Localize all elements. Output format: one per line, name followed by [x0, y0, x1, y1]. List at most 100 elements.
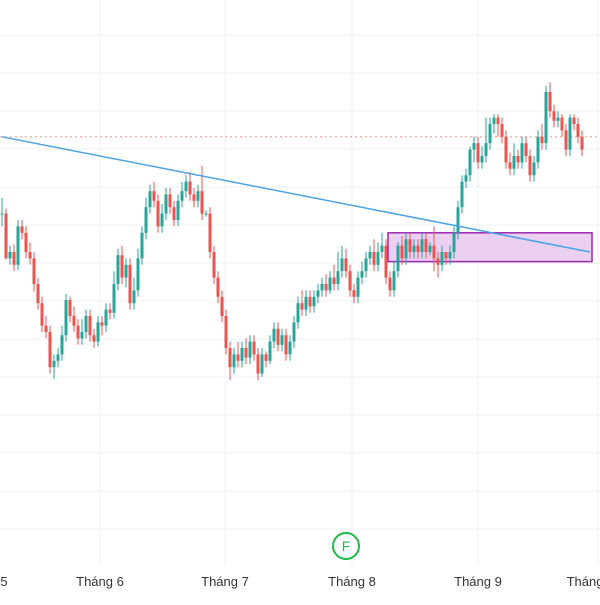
candle: [124, 258, 128, 288]
candle-body: [36, 284, 40, 304]
candle: [352, 284, 356, 304]
candle: [576, 117, 580, 144]
candle: [520, 136, 524, 169]
candle-body: [532, 162, 536, 176]
candle-body: [460, 181, 464, 208]
candle-body: [356, 277, 360, 297]
candle-body: [464, 175, 468, 182]
candle-body: [24, 232, 28, 252]
candle: [244, 338, 248, 364]
candle-body: [168, 194, 172, 208]
candle: [376, 242, 380, 272]
candle-body: [524, 143, 528, 156]
candle-body: [504, 136, 508, 163]
candle: [560, 114, 564, 137]
candle-body: [96, 322, 100, 342]
candle: [568, 114, 572, 156]
candle-body: [208, 213, 212, 252]
candle: [472, 136, 476, 163]
candle: [332, 264, 336, 291]
candle-body: [420, 239, 424, 252]
candle: [436, 252, 440, 278]
candle: [356, 271, 360, 304]
candle: [112, 271, 116, 319]
candle-body: [568, 117, 572, 150]
candle-body: [80, 332, 84, 339]
candle-body: [76, 325, 80, 339]
candle-body: [184, 181, 188, 192]
candle-body: [472, 143, 476, 150]
candle: [284, 328, 288, 361]
candle-body: [128, 264, 132, 304]
candle-body: [496, 117, 500, 124]
candle: [432, 226, 436, 272]
candle: [60, 325, 64, 361]
candle-body: [488, 124, 492, 144]
candle-body: [224, 316, 228, 348]
candle: [476, 136, 480, 169]
candle-body: [380, 245, 384, 252]
candle: [456, 200, 460, 240]
candle-body: [288, 341, 292, 355]
candle-body: [580, 136, 584, 150]
candle-body: [408, 239, 412, 252]
candle-body: [540, 136, 544, 144]
candle-body: [60, 335, 64, 355]
candle-body: [0, 213, 4, 215]
candle: [200, 165, 204, 220]
candle-body: [456, 207, 460, 233]
candle-body: [136, 258, 140, 291]
candle: [540, 124, 544, 150]
marker-label: F: [342, 538, 351, 554]
candle-body: [32, 258, 36, 284]
candle-body: [404, 239, 408, 259]
candle-body: [88, 316, 92, 336]
trendline-line: [1, 136, 591, 253]
candle: [208, 207, 212, 259]
candle-body: [84, 316, 88, 332]
candle: [196, 184, 200, 208]
candle-body: [92, 335, 96, 342]
candle: [556, 111, 560, 128]
candle-body: [436, 258, 440, 265]
candle: [492, 114, 496, 134]
candle: [240, 341, 244, 368]
candle: [220, 290, 224, 323]
candle: [160, 204, 164, 233]
grid: [0, 0, 600, 565]
candle: [252, 335, 256, 361]
candle-body: [152, 191, 156, 201]
candle: [96, 316, 100, 347]
candle: [204, 210, 208, 217]
marker-circle[interactable]: [332, 532, 360, 560]
candle-body: [188, 181, 192, 195]
candle-body: [164, 194, 168, 214]
candle-body: [572, 117, 576, 124]
candle-body: [124, 264, 128, 278]
candle: [484, 117, 488, 163]
candle-body: [428, 245, 432, 252]
candle-body: [200, 191, 204, 214]
candle: [320, 277, 324, 297]
candle-body: [264, 354, 268, 361]
candle: [100, 316, 104, 336]
candle: [128, 258, 132, 310]
candle-body: [448, 252, 452, 259]
candle-body: [552, 111, 556, 121]
candle: [464, 168, 468, 188]
candle-body: [28, 252, 32, 259]
candle: [392, 261, 396, 297]
candle-body: [44, 325, 48, 332]
candle-body: [260, 354, 264, 374]
candle-body: [544, 92, 548, 144]
candle-body: [392, 271, 396, 291]
candle-body: [140, 232, 144, 259]
candle-body: [52, 360, 56, 368]
candle: [564, 124, 568, 156]
candle: [0, 197, 4, 227]
candle: [344, 248, 348, 278]
candle-body: [388, 277, 392, 291]
candle-body: [56, 354, 60, 361]
candle-body: [64, 300, 68, 336]
candle-body: [412, 245, 416, 252]
